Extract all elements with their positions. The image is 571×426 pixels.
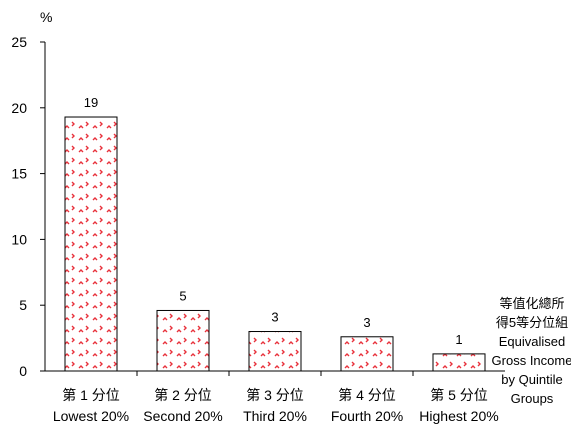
category-labels: 第 1 分位 Lowest 20% 第 2 分位 Second 20% 第 3 分位 Th… xyxy=(53,371,499,424)
category-label-zh-2: 第 2 分位 xyxy=(154,387,212,403)
y-tick-label: 0 xyxy=(19,363,27,379)
category-label-zh-1: 第 1 分位 xyxy=(62,387,120,403)
category-label-en-5: Highest 20% xyxy=(419,408,498,424)
bars xyxy=(64,116,486,372)
bar-4 xyxy=(340,336,394,372)
category-label-zh-5: 第 5 分位 xyxy=(430,387,488,403)
bar-3 xyxy=(248,331,302,372)
y-axis-unit-label: % xyxy=(40,9,52,25)
x-axis-title-line: Groups xyxy=(511,391,554,406)
x-axis-title: 等值化總所得5等分位組 Equivalised Gross Income by Qui… xyxy=(492,296,571,406)
y-tick-label: 15 xyxy=(11,166,27,182)
bar-5 xyxy=(432,353,486,372)
x-axis-title-line: Equivalised xyxy=(499,334,566,349)
data-label-1: 19 xyxy=(84,95,98,110)
category-label-zh-3: 第 3 分位 xyxy=(246,387,304,403)
y-tick-label: 25 xyxy=(11,34,27,50)
x-axis-title-line: 等值化總所 xyxy=(499,296,564,311)
data-labels: 19 5 3 3 1 xyxy=(84,95,463,347)
bar-1 xyxy=(64,116,118,372)
data-label-5: 1 xyxy=(455,332,462,347)
data-label-2: 5 xyxy=(179,288,186,303)
x-axis-title-line: Gross Income xyxy=(492,353,571,368)
category-label-en-2: Second 20% xyxy=(143,408,222,424)
y-tick-label: 20 xyxy=(11,100,27,116)
category-label-en-3: Third 20% xyxy=(243,408,307,424)
x-axis-title-line: 得5等分位組 xyxy=(496,315,568,330)
y-ticks: 0 5 10 15 20 25 xyxy=(11,34,45,379)
bar-2 xyxy=(156,309,210,372)
data-label-4: 3 xyxy=(363,315,370,330)
data-label-3: 3 xyxy=(271,310,278,325)
x-axis-title-line: by Quintile xyxy=(501,372,562,387)
x-axis-title-text: 等值化總所得5等分位組 Equivalised Gross Income by Qui… xyxy=(492,296,571,406)
y-tick-label: 5 xyxy=(19,297,27,313)
category-label-en-4: Fourth 20% xyxy=(331,408,403,424)
y-tick-label: 10 xyxy=(11,231,27,247)
category-label-zh-4: 第 4 分位 xyxy=(338,387,396,403)
category-label-en-1: Lowest 20% xyxy=(53,408,129,424)
